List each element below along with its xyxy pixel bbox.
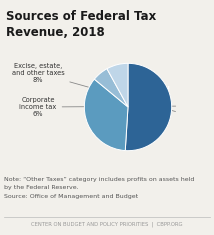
Text: CENTER ON BUDGET AND POLICY PRIORITIES  |  CBPP.ORG: CENTER ON BUDGET AND POLICY PRIORITIES |… bbox=[31, 221, 183, 227]
Text: Source: Office of Management and Budget: Source: Office of Management and Budget bbox=[4, 194, 138, 199]
Text: Sources of Federal Tax
Revenue, 2018: Sources of Federal Tax Revenue, 2018 bbox=[6, 10, 156, 39]
Text: Income
tax
51%: Income tax 51% bbox=[126, 70, 156, 90]
Text: Excise, estate,
and other taxes
8%: Excise, estate, and other taxes 8% bbox=[12, 63, 175, 112]
Text: Note: “Other Taxes” category includes profits on assets held: Note: “Other Taxes” category includes pr… bbox=[4, 177, 194, 182]
Wedge shape bbox=[84, 79, 128, 151]
Text: Corporate
income tax
6%: Corporate income tax 6% bbox=[19, 97, 176, 117]
Text: Payroll
tax
35%: Payroll tax 35% bbox=[142, 86, 170, 106]
Text: by the Federal Reserve.: by the Federal Reserve. bbox=[4, 185, 79, 190]
Wedge shape bbox=[107, 63, 128, 107]
Wedge shape bbox=[125, 63, 172, 151]
Wedge shape bbox=[94, 69, 128, 107]
